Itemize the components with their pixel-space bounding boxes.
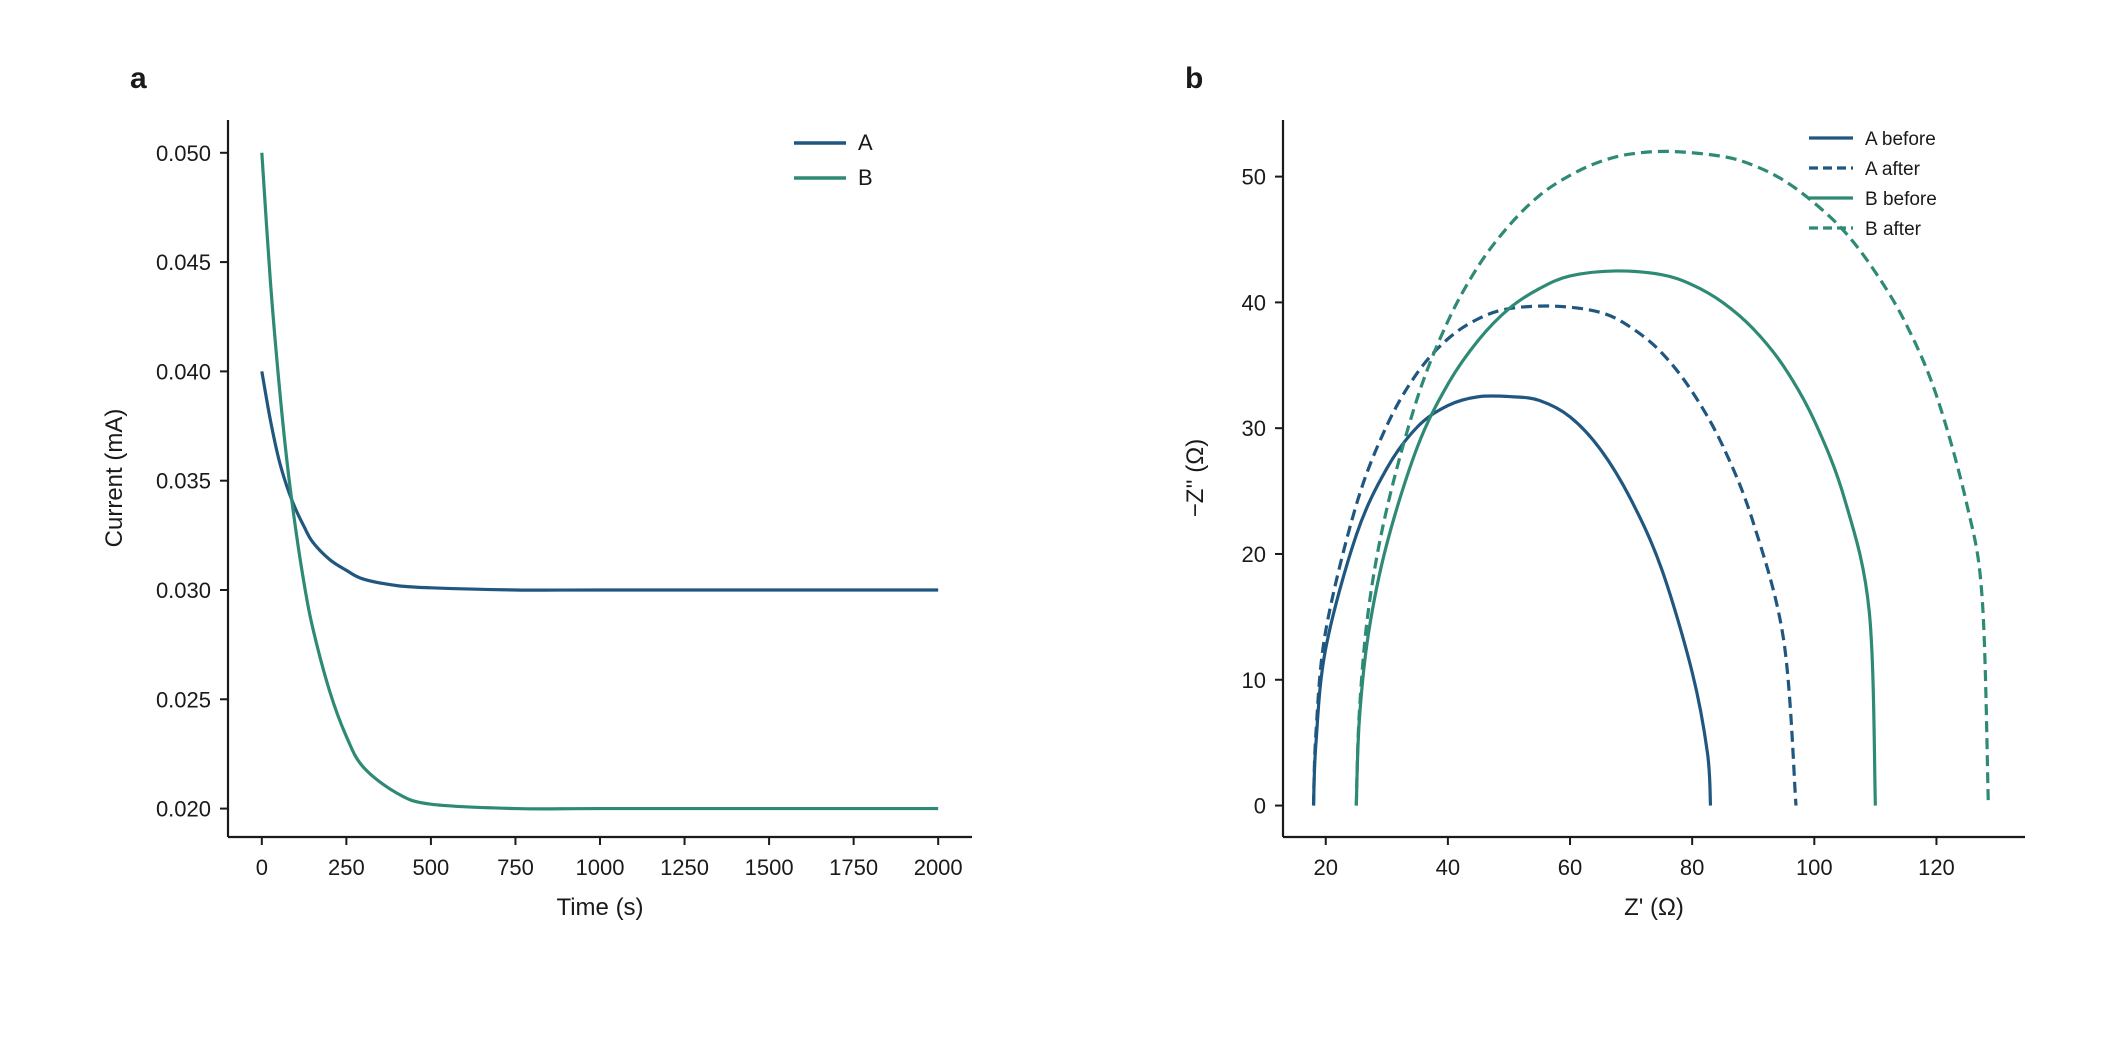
- y-tick-label: 0.050: [156, 141, 211, 166]
- panel-b-series-lines: [1311, 149, 1990, 806]
- series-line-b-after: [1354, 149, 1990, 806]
- panel-b-label: b: [1185, 62, 1203, 95]
- panel-b-x-axis-label: Z' (Ω): [1624, 894, 1684, 921]
- legend-label-a-before: A before: [1865, 129, 1936, 150]
- legend-label-a-after: A after: [1865, 159, 1921, 180]
- y-tick-label: 0.020: [156, 797, 211, 822]
- x-tick-label: 500: [413, 855, 450, 880]
- x-tick-label: 20: [1314, 855, 1338, 880]
- x-tick-label: 40: [1436, 855, 1460, 880]
- y-tick-label: 0.035: [156, 469, 211, 494]
- y-tick-label: 30: [1242, 416, 1266, 441]
- panel-a-x-axis-label: Time (s): [556, 894, 643, 921]
- panel-b-legend: A before A after B before B after: [1809, 129, 1937, 240]
- y-tick-label: 0: [1254, 794, 1266, 819]
- series-line-a: [260, 371, 939, 592]
- series-line-b-before: [1354, 269, 1877, 806]
- series-line-b: [260, 152, 939, 811]
- x-tick-label: 60: [1558, 855, 1582, 880]
- panel-b-axes: 20 40 60 80 100 120 0 10 20 30 40 50: [1242, 120, 2025, 880]
- x-tick-label: 1500: [745, 855, 794, 880]
- series-line-a-before: [1311, 394, 1713, 806]
- x-tick-label: 2000: [914, 855, 963, 880]
- panel-a-legend: AB: [794, 130, 873, 190]
- y-tick-label: 40: [1242, 290, 1266, 315]
- series-line-a-after: [1311, 304, 1798, 806]
- x-tick-label: 250: [328, 855, 365, 880]
- x-tick-label: 1750: [829, 855, 878, 880]
- y-tick-label: 0.040: [156, 359, 211, 384]
- panel-a-axes: 0 250 500 750 1000 1250 1500 1750 2000 0.020 0.025…: [156, 120, 972, 880]
- y-tick-label: 20: [1242, 542, 1266, 567]
- x-tick-label: 100: [1796, 855, 1833, 880]
- legend-label-a: A: [858, 130, 873, 155]
- legend-label-b: B: [858, 165, 873, 190]
- y-tick-label: 50: [1242, 165, 1266, 190]
- panel-b-y-axis-label: −Z'' (Ω): [1182, 439, 1209, 517]
- panel-a-label: a: [130, 62, 147, 95]
- legend-label-b-before: B before: [1865, 189, 1937, 210]
- y-tick-label: 10: [1242, 668, 1266, 693]
- x-tick-label: 750: [497, 855, 534, 880]
- y-tick-label: 0.025: [156, 687, 211, 712]
- x-tick-label: 1000: [576, 855, 625, 880]
- y-tick-label: 0.030: [156, 578, 211, 603]
- x-tick-label: 1250: [660, 855, 709, 880]
- panel-a-series-lines: [260, 152, 939, 811]
- panel-b-chart: b 20 40 60 80 100 120 0 10 20 30 40 50 Z' (Ω) −Z'' …: [1182, 62, 2025, 921]
- x-tick-label: 120: [1918, 855, 1955, 880]
- x-tick-label: 0: [256, 855, 268, 880]
- legend-label-b-after: B after: [1865, 219, 1922, 240]
- x-tick-label: 80: [1680, 855, 1704, 880]
- panel-a-chart: a 0 250 500 750 1000 1250 1500 1750 2000 0.020 0.0…: [101, 62, 972, 921]
- panel-a-y-axis-label: Current (mA): [101, 409, 128, 548]
- y-tick-label: 0.045: [156, 250, 211, 275]
